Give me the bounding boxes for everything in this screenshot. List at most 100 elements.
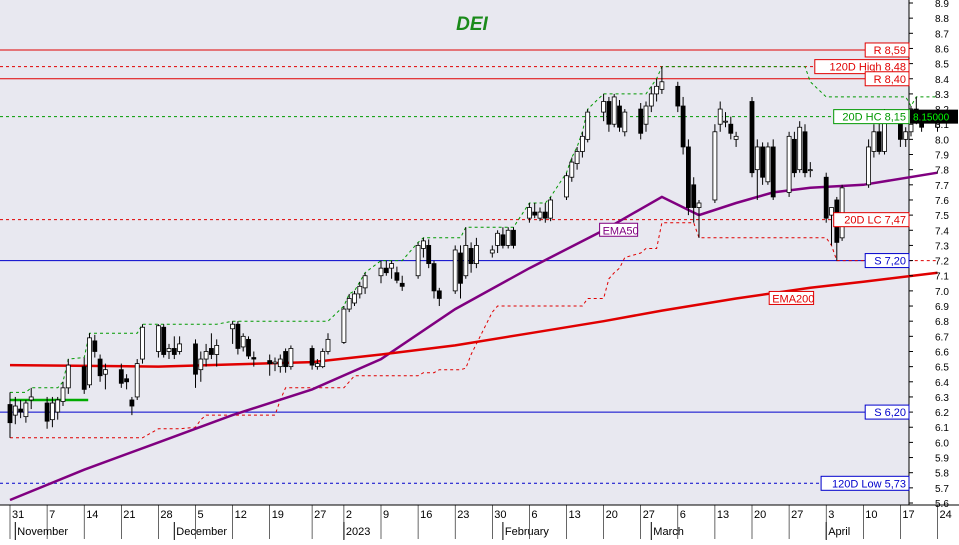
ma-label: EMA50 [603, 225, 639, 237]
candle-body [97, 358, 103, 377]
candle-body [648, 93, 654, 107]
candle-body [505, 229, 511, 246]
x-period-label: April [828, 526, 850, 538]
candle-body [823, 176, 829, 219]
level-label: 120D High 8,48 [830, 62, 906, 74]
candle-body [240, 335, 246, 348]
y-tick-label: 7.9 [935, 151, 949, 162]
candle-body [166, 348, 172, 352]
chart-title: DEI [456, 14, 488, 35]
candle-body [230, 323, 236, 330]
y-tick-label: 6.6 [935, 347, 949, 358]
candle-body [786, 135, 792, 193]
x-tick-label: 3 [828, 509, 834, 521]
candle-body [452, 249, 458, 292]
candle-body [378, 267, 384, 277]
x-tick-label: 13 [569, 509, 581, 521]
level-label-box [833, 212, 910, 228]
candle-body [527, 207, 532, 219]
x-tick-label: 28 [160, 509, 172, 521]
level-label-box [820, 475, 910, 491]
level-label: R 8,40 [874, 74, 906, 86]
candle-body [177, 343, 183, 352]
candle-body [155, 325, 161, 352]
candle-body [193, 343, 198, 375]
candle-body [362, 275, 368, 289]
y-tick-label: 8.3 [935, 90, 949, 101]
y-tick-label: 5.7 [935, 484, 949, 495]
y-tick-label: 6.1 [935, 423, 949, 434]
candle-body [214, 345, 220, 355]
x-tick-label: 17 [902, 509, 914, 521]
y-tick-label: 6.0 [935, 438, 949, 449]
candle-body [389, 263, 395, 269]
candle-body [140, 326, 145, 360]
y-tick-label: 8.1 [935, 120, 949, 131]
y-tick-label: 7.8 [935, 166, 949, 177]
candle-body [28, 396, 34, 401]
candle-body [103, 369, 108, 375]
candle-body [124, 378, 129, 383]
x-tick-label: 20 [754, 509, 766, 521]
x-period-label: November [17, 526, 68, 538]
y-axis-panel [909, 0, 959, 540]
candles [7, 66, 940, 438]
y-tick-label: 7.0 [935, 287, 949, 298]
candle-body [463, 245, 469, 277]
y-tick-label: 6.4 [935, 378, 949, 389]
ma-line [9, 171, 938, 502]
candle-body [65, 364, 71, 389]
candle-body [792, 138, 797, 174]
y-tick-label: 5.6 [935, 499, 949, 510]
level-label-box [864, 404, 910, 420]
ma-label: EMA200 [772, 293, 814, 305]
candle-body [426, 245, 432, 265]
x-tick-label: 20 [606, 509, 618, 521]
y-axis: 5.6 5.7 5.8 5.9 6.0 6.1 6.2 6.3 6.4 6.5 6.6 6.7 6.8 6… [909, 0, 949, 510]
x-period-label: March [653, 526, 684, 538]
x-tick-label: 7 [49, 509, 55, 521]
candle-body [580, 135, 585, 152]
candle-body [399, 282, 405, 287]
candle-body [23, 402, 29, 418]
candle-body [569, 161, 575, 178]
candle-body [903, 131, 909, 140]
y-tick-label: 6.3 [935, 393, 949, 404]
y-tick-label: 6.8 [935, 317, 949, 328]
candle-body [18, 408, 24, 413]
y-tick-label: 8.6 [935, 44, 949, 55]
candle-body [325, 338, 331, 352]
level-label-box [864, 253, 910, 269]
candle-body [532, 211, 538, 216]
x-tick-label: 2 [346, 509, 352, 521]
candle-body [44, 402, 50, 422]
candle-body [267, 360, 273, 365]
candle-body [420, 240, 426, 249]
candle-body [489, 249, 495, 254]
candle-body [161, 326, 167, 355]
candle-body [606, 101, 612, 125]
candle-body [617, 105, 622, 128]
candle-body [622, 111, 628, 133]
candle-body [55, 399, 61, 413]
candle-body [458, 252, 463, 284]
candle-body [314, 363, 320, 368]
x-tick-label: 16 [420, 509, 432, 521]
x-axis: 31 7 14 21 28 5 12 19 27 2 9 16 23 30 6 13 20 27 6 13 20 27 3 1… [9, 505, 952, 540]
x-tick-label: 13 [717, 509, 729, 521]
candle-body [341, 308, 347, 343]
candle-body [802, 131, 808, 174]
candle-body [807, 169, 813, 172]
candle-body [585, 111, 591, 140]
candle-body [283, 351, 289, 368]
candle-body [511, 229, 516, 246]
candle-body [770, 146, 776, 198]
candle-body [760, 146, 765, 178]
candle-body [436, 290, 442, 299]
level-label-box [864, 71, 910, 87]
candle-body [50, 402, 55, 421]
y-tick-label: 8.8 [935, 14, 949, 25]
candle-body [643, 105, 649, 125]
